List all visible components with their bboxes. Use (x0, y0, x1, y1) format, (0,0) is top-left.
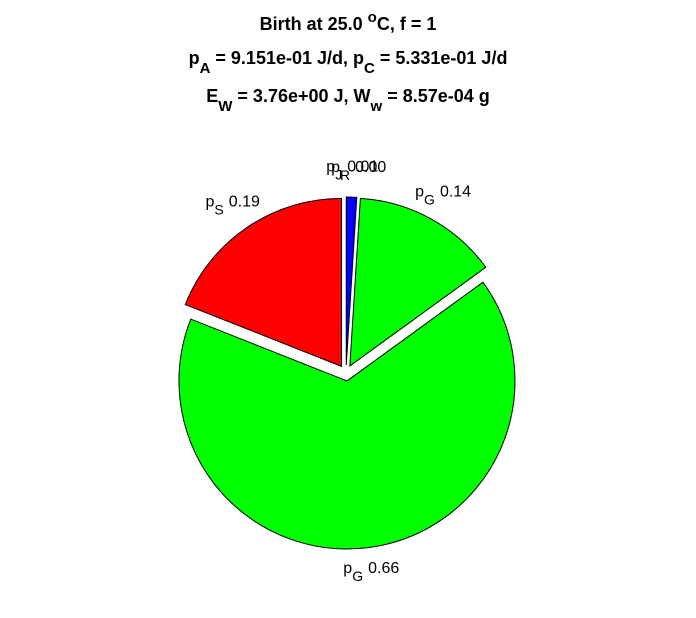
title-segment: C, f = 1 (377, 14, 437, 34)
title-segment: = 3.76e+00 J, W (232, 86, 370, 106)
label-value: 0.66 (368, 560, 399, 577)
slice-label: pR 0.00 (331, 159, 386, 183)
title-segment: E (206, 86, 218, 106)
title-segment: w (370, 98, 383, 115)
title-segment: o (368, 9, 377, 26)
pie-slice (345, 196, 358, 366)
chart-title: pA = 9.151e-01 J/d, pC = 5.331e-01 J/d (189, 48, 508, 77)
pie-slice (178, 281, 516, 550)
label-subscript: G (352, 568, 363, 584)
chart-title: EW = 3.76e+00 J, Ww = 8.57e-04 g (206, 86, 490, 115)
label-name: p (326, 158, 335, 175)
pie-slice (184, 197, 343, 368)
title-segment: W (218, 98, 233, 115)
slice-label: pG 0.66 (343, 560, 399, 584)
chart-title: Birth at 25.0 oC, f = 1 (260, 9, 437, 35)
title-segment: A (200, 60, 211, 77)
label-value: 0.14 (440, 183, 471, 200)
label-value: 0.19 (229, 193, 260, 210)
pie-slice (349, 197, 487, 368)
slice-label: pJ 0.01 (326, 158, 378, 182)
title-segment: = 8.57e-04 g (382, 86, 490, 106)
label-name: p (343, 560, 352, 577)
label-name: p (205, 193, 214, 210)
title-segment: Birth at 25.0 (260, 14, 368, 34)
title-segment: C (364, 60, 375, 77)
label-subscript: R (340, 167, 350, 183)
label-name: p (415, 183, 424, 200)
slice-label: pG 0.14 (415, 183, 471, 207)
title-segment: p (189, 48, 200, 68)
title-segment: = 5.331e-01 J/d (375, 48, 508, 68)
label-subscript: S (214, 201, 223, 217)
slice-label: pS 0.19 (205, 193, 259, 217)
label-subscript: J (335, 166, 342, 182)
label-value: 0.01 (347, 158, 378, 175)
label-value: 0.00 (355, 159, 386, 176)
title-segment: = 9.151e-01 J/d, p (210, 48, 364, 68)
label-subscript: G (424, 191, 435, 207)
label-name: p (331, 159, 340, 176)
